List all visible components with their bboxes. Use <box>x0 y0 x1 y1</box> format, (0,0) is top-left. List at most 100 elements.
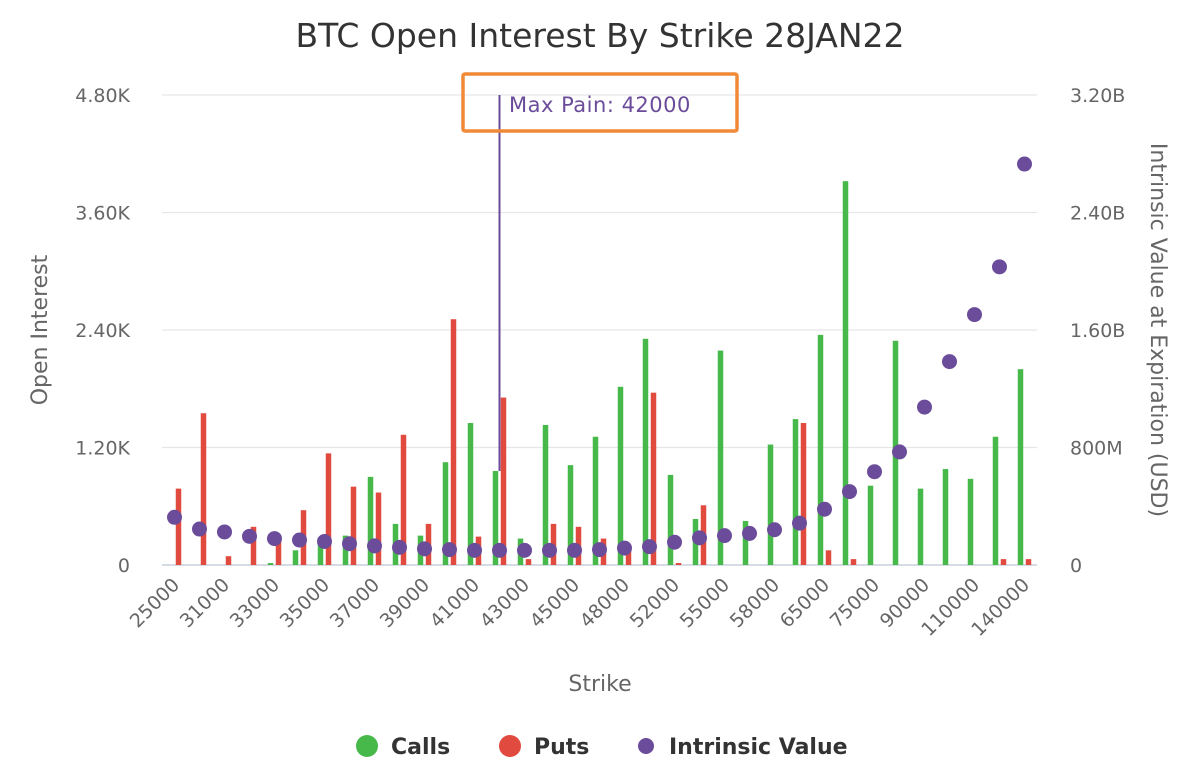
puts-bar <box>350 486 357 565</box>
y-tick-label: 3.60K <box>75 203 130 225</box>
gridlines <box>162 94 1037 566</box>
puts-bar <box>275 535 282 565</box>
intrinsic-value-point <box>692 530 707 546</box>
intrinsic-value-point <box>492 542 507 558</box>
intrinsic-value-point <box>792 515 807 531</box>
puts-bar <box>800 423 807 565</box>
puts-bar <box>650 392 657 565</box>
right-axis-ticks: 0 800M 1.60B 2.40B 3.20B <box>1070 85 1125 577</box>
puts-bar <box>825 550 832 565</box>
max-pain-label: Max Pain: 42000 <box>509 93 691 117</box>
puts-bar <box>400 434 407 565</box>
intrinsic-value-point <box>467 542 482 558</box>
intrinsic-value-point <box>817 501 832 517</box>
intrinsic-value-point <box>717 528 732 544</box>
y-axis-title: Open Interest <box>28 254 53 405</box>
intrinsic-value-point <box>942 354 957 370</box>
calls-bar <box>292 550 299 565</box>
puts-bar <box>325 453 332 565</box>
puts-bar <box>175 488 182 565</box>
calls-bar <box>567 465 574 565</box>
intrinsic-value-point <box>192 521 207 537</box>
intrinsic-value-point <box>642 539 657 555</box>
legend-item-intrinsic-value[interactable]: Intrinsic Value <box>638 735 848 760</box>
intrinsic-value-point <box>342 536 357 552</box>
y2-tick-label: 1.60B <box>1070 320 1125 342</box>
calls-bar <box>492 471 499 565</box>
calls-bar <box>667 474 674 565</box>
puts-legend-marker <box>499 735 521 757</box>
puts-bar <box>200 413 207 565</box>
calls-bar <box>717 350 724 565</box>
intrinsic-value-point <box>842 484 857 500</box>
intrinsic-value-point <box>967 307 982 323</box>
left-axis-ticks: 0 1.20K 2.40K 3.60K 4.80K <box>75 85 130 577</box>
x-tick-label: 43000 <box>476 574 534 632</box>
intrinsic-value-series <box>167 156 1032 558</box>
puts-bar <box>850 559 857 565</box>
legend-item-puts[interactable]: Puts <box>499 735 589 760</box>
intrinsic-value-point <box>417 541 432 557</box>
intrinsic-value-point <box>1017 156 1032 172</box>
intrinsic-value-point <box>217 524 232 540</box>
x-tick-label: 55000 <box>676 574 734 632</box>
x-tick-label: 37000 <box>326 574 384 632</box>
calls-bar <box>1017 369 1024 565</box>
puts-bar <box>250 526 257 565</box>
calls-bar <box>317 537 324 565</box>
intrinsic-value-point <box>392 539 407 555</box>
x-tick-label: 52000 <box>626 574 684 632</box>
x-axis-title: Strike <box>568 672 631 697</box>
puts-bar <box>500 397 507 565</box>
puts-bar <box>525 559 532 565</box>
intrinsic-value-point <box>442 542 457 558</box>
y-tick-label: 1.20K <box>75 438 130 460</box>
legend-item-calls[interactable]: Calls <box>356 735 450 760</box>
intrinsic-value-point <box>992 259 1007 275</box>
intrinsic-value-point <box>592 542 607 558</box>
y-tick-label: 2.40K <box>75 320 130 342</box>
intrinsic-value-point <box>542 542 557 558</box>
calls-bar <box>967 478 974 565</box>
x-tick-label: 41000 <box>426 574 484 632</box>
legend[interactable]: Calls Puts Intrinsic Value <box>356 735 848 760</box>
y2-tick-label: 3.20B <box>1070 85 1125 107</box>
intrinsic-value-point <box>292 532 307 548</box>
y2-axis-title: Intrinsic Value at Expiration (USD) <box>1145 143 1170 517</box>
chart-title: BTC Open Interest By Strike 28JAN22 <box>295 16 904 55</box>
intrinsic-value-point <box>517 542 532 558</box>
x-axis-ticks: 2500031000330003500037000390004100043000… <box>126 574 1034 641</box>
x-tick-label: 45000 <box>526 574 584 632</box>
puts-bar <box>625 550 632 565</box>
calls-bar <box>342 535 349 565</box>
intrinsic-value-legend-label: Intrinsic Value <box>669 735 848 760</box>
x-tick-label: 48000 <box>576 574 634 632</box>
bar-series <box>175 181 1032 565</box>
y2-tick-label: 2.40B <box>1070 203 1125 225</box>
puts-bar <box>225 556 232 565</box>
y2-tick-label: 800M <box>1070 438 1123 460</box>
calls-bar <box>767 444 774 565</box>
x-tick-label: 35000 <box>276 574 334 632</box>
x-tick-label: 25000 <box>126 574 184 632</box>
intrinsic-value-point <box>767 522 782 538</box>
x-tick-label: 39000 <box>376 574 434 632</box>
intrinsic-value-point <box>242 528 257 544</box>
calls-bar <box>742 520 749 565</box>
intrinsic-value-point <box>167 509 182 525</box>
intrinsic-value-point <box>667 534 682 550</box>
calls-bar <box>817 334 824 565</box>
intrinsic-value-point <box>267 531 282 547</box>
calls-bar <box>792 419 799 565</box>
intrinsic-value-point <box>617 540 632 556</box>
puts-legend-label: Puts <box>534 735 589 760</box>
intrinsic-value-point <box>367 538 382 554</box>
x-tick-label: 31000 <box>176 574 234 632</box>
calls-bar <box>442 462 449 565</box>
puts-bar <box>675 563 682 565</box>
intrinsic-value-point <box>742 525 757 541</box>
calls-bar <box>617 386 624 565</box>
x-tick-label: 58000 <box>726 574 784 632</box>
x-tick-label: 33000 <box>226 574 284 632</box>
intrinsic-value-point <box>917 399 932 415</box>
